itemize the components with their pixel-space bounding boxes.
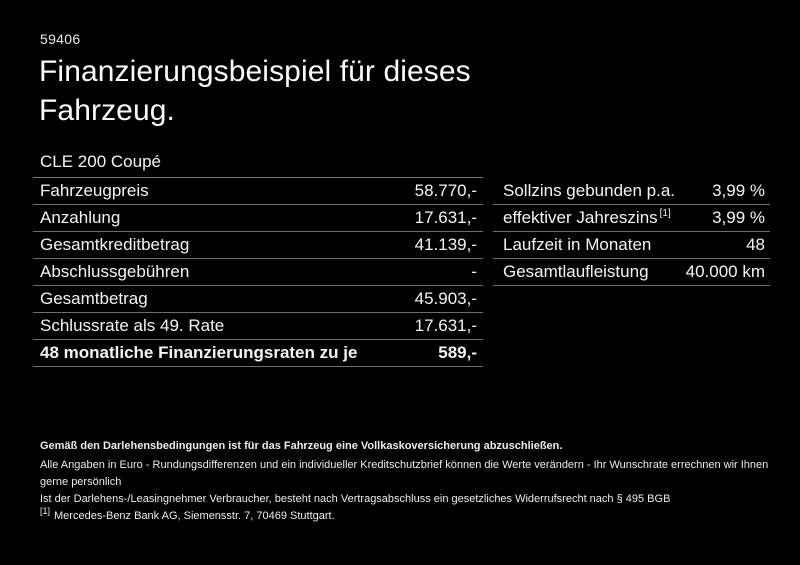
footnote-marker: [1] (40, 506, 51, 517)
finance-row-value: 17.631,- (414, 316, 477, 335)
conditions-row-label: Sollzins gebunden p.a. (503, 181, 676, 200)
disclaimer-line-1: Alle Angaben in Euro - Rundungsdifferenz… (40, 459, 769, 488)
conditions-table: Sollzins gebunden p.a. 3,99 % effektiver… (493, 178, 770, 286)
insurance-note: Gemäß den Darlehensbedingungen ist für d… (40, 440, 563, 452)
finance-row-label: Abschlussgebühren (40, 262, 190, 281)
finance-row-label: Anzahlung (40, 208, 121, 227)
conditions-row: effektiver Jahreszins [1] 3,99 % (493, 205, 770, 232)
legal-footer: Gemäß den Darlehensbedingungen ist für d… (40, 438, 770, 525)
finance-row-value: 41.139,- (414, 235, 477, 254)
conditions-row-label: effektiver Jahreszins [1] (503, 208, 671, 228)
document-number: 59406 (40, 31, 81, 47)
finance-row-value: 17.631,- (414, 208, 477, 227)
finance-row-value: 589,- (438, 343, 477, 362)
conditions-row-value: 3,99 % (712, 208, 765, 227)
conditions-row: Laufzeit in Monaten 48 (493, 232, 770, 259)
finance-row: Abschlussgebühren - (33, 259, 483, 286)
conditions-row-value: 40.000 km (685, 262, 765, 281)
bank-footnote: [1] Mercedes-Benz Bank AG, Siemensstr. 7,… (40, 506, 770, 525)
conditions-row-value: 3,99 % (712, 181, 765, 200)
finance-row-value: - (471, 262, 477, 281)
finance-row-value: 58.770,- (414, 181, 477, 200)
finance-row: Schlussrate als 49. Rate 17.631,- (33, 313, 483, 340)
finance-row: Gesamtbetrag 45.903,- (33, 286, 483, 313)
page-title: Finanzierungsbeispiel für dieses Fahrzeu… (39, 55, 471, 127)
finance-row-label: Fahrzeugpreis (40, 181, 149, 200)
vehicle-model: CLE 200 Coupé (33, 151, 483, 178)
conditions-row-label: Gesamtlaufleistung (503, 262, 649, 281)
conditions-row-label-text: effektiver Jahreszins (503, 208, 658, 227)
finance-row: Anzahlung 17.631,- (33, 205, 483, 232)
conditions-row-label: Laufzeit in Monaten (503, 235, 652, 254)
footnote-reference: [1] (659, 208, 671, 220)
disclaimer-line-2: Ist der Darlehens-/Leasingnehmer Verbrau… (40, 493, 671, 505)
footnote-text: Mercedes-Benz Bank AG, Siemensstr. 7, 70… (54, 510, 335, 522)
finance-row-label: Schlussrate als 49. Rate (40, 316, 225, 335)
finance-row-label: Gesamtkreditbetrag (40, 235, 190, 254)
conditions-row: Gesamtlaufleistung 40.000 km (493, 259, 770, 286)
finance-row: Gesamtkreditbetrag 41.139,- (33, 232, 483, 259)
conditions-row: Sollzins gebunden p.a. 3,99 % (493, 178, 770, 205)
finance-row-label: Gesamtbetrag (40, 289, 148, 308)
finance-row-label: 48 monatliche Finanzierungsraten zu je (40, 343, 358, 362)
finance-row: Fahrzeugpreis 58.770,- (33, 178, 483, 205)
finance-row-value: 45.903,- (414, 289, 477, 308)
conditions-row-value: 48 (746, 235, 765, 254)
finance-table: CLE 200 Coupé Fahrzeugpreis 58.770,- Anz… (33, 151, 483, 367)
finance-row-monthly-rate: 48 monatliche Finanzierungsraten zu je 5… (33, 340, 483, 367)
